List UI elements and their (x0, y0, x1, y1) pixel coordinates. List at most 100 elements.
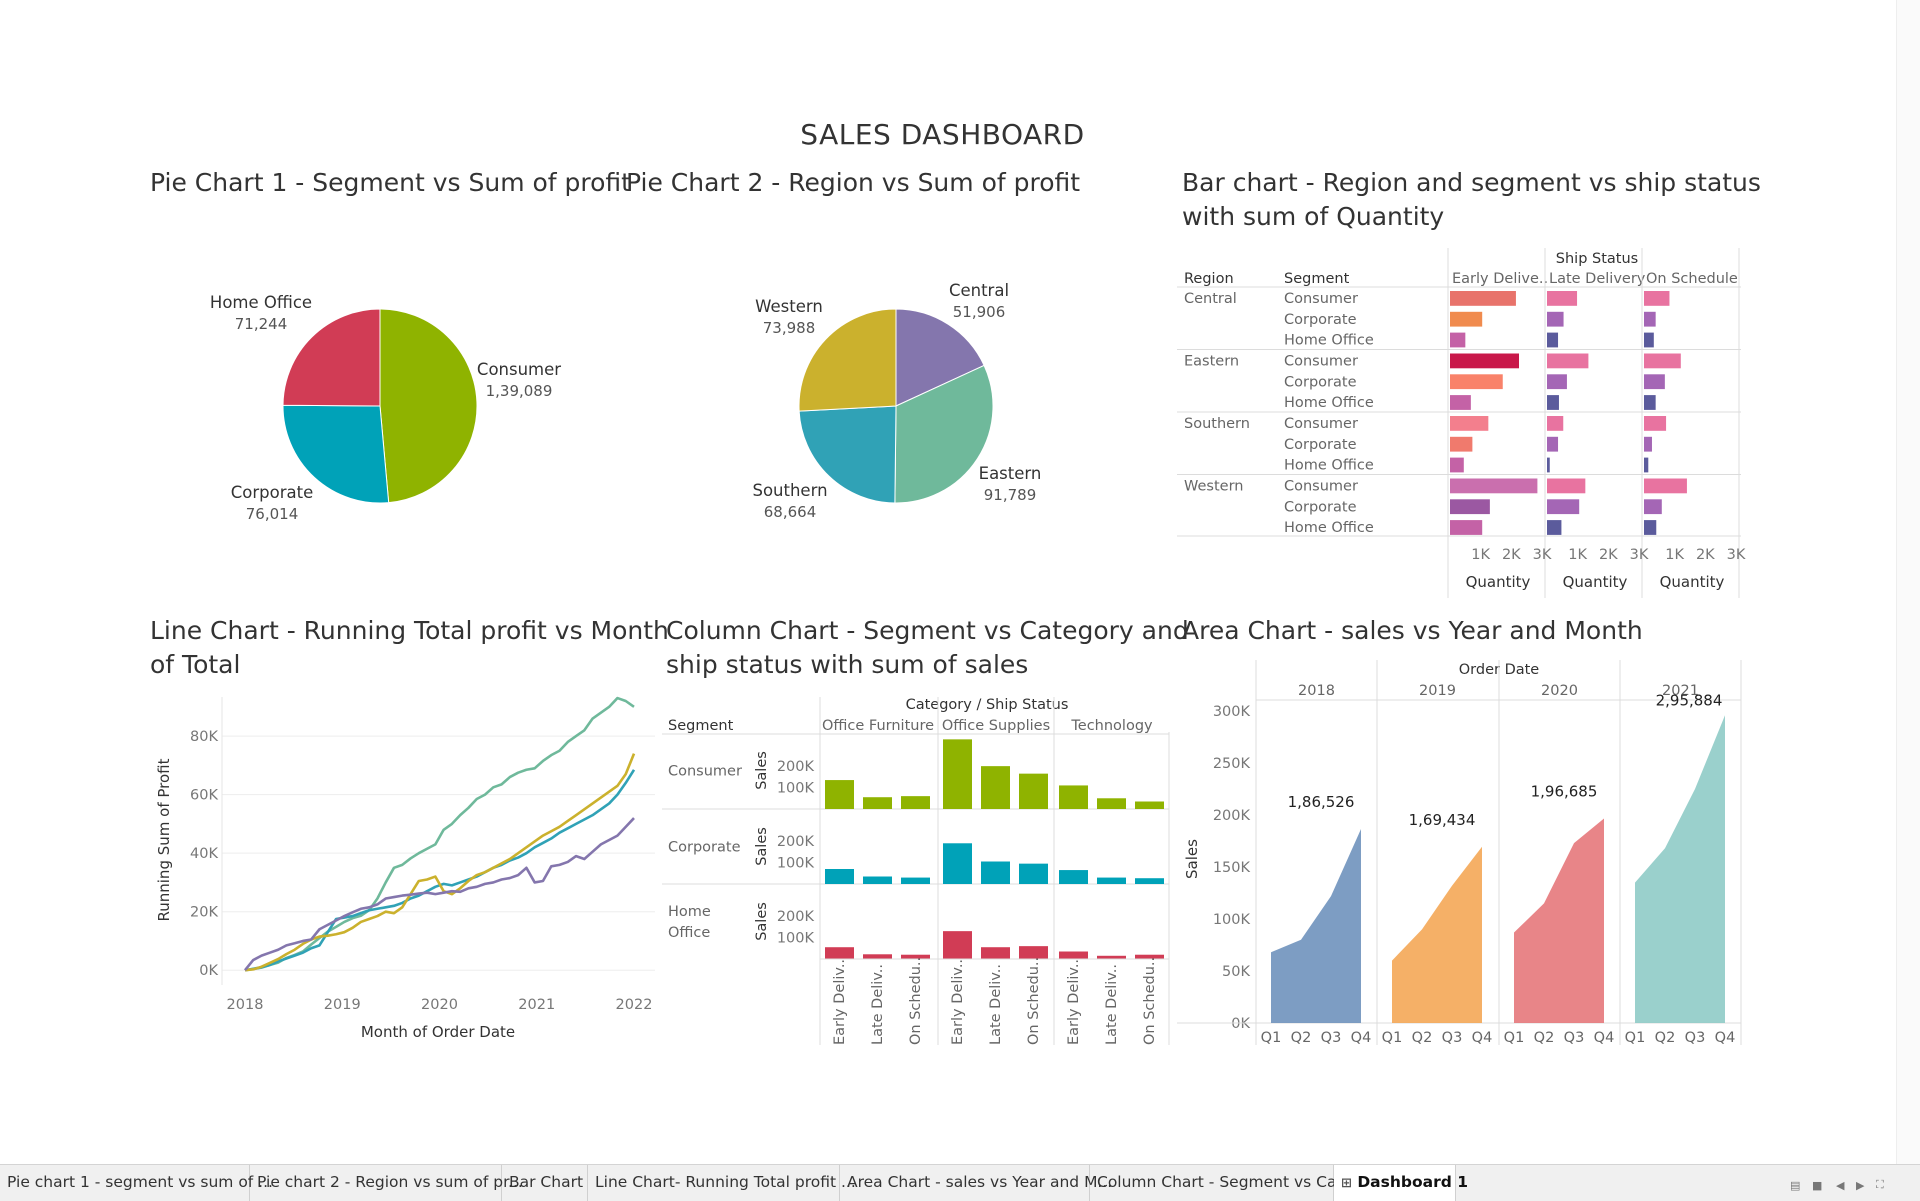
pie-slice-corporate (282, 404, 390, 504)
bar-mark (1547, 291, 1578, 306)
col-bar-mark (1059, 785, 1088, 809)
bar-mark (1644, 332, 1654, 348)
bar-row-header-segment: Segment (1284, 271, 1350, 287)
col-segment-label: Corporate (668, 840, 741, 856)
col-x-tick: Early Deliv.. (950, 959, 966, 1045)
bar-mark (1547, 374, 1567, 390)
next-sheet-icon[interactable]: ▶ (1856, 1179, 1865, 1192)
area-y-tick: 50K (1222, 964, 1250, 980)
bar-segment-label: Home Office (1284, 395, 1374, 411)
tab-column-chart[interactable]: Column Chart - Segment vs Cat... (1090, 1165, 1357, 1201)
area-x-tick: Q1 (1382, 1030, 1403, 1046)
tab-line-chart[interactable]: Line Chart- Running Total profit ... (588, 1165, 856, 1201)
column-chart-segment-category[interactable]: Category / Ship Status Segment Office Furn… (662, 697, 1170, 1045)
area-x-tick: Q4 (1594, 1030, 1615, 1046)
show-filmstrip-icon[interactable]: ▤ (1790, 1179, 1801, 1192)
area-x-tick: Q4 (1472, 1030, 1493, 1046)
line-series-3 (243, 817, 635, 972)
col-x-tick: On Schedu.. (1142, 957, 1158, 1045)
tab-area-chart[interactable]: Area Chart - sales vs Year and M... (840, 1165, 1112, 1201)
pie-value-western: 73,988 (763, 319, 816, 337)
pie-label-central: Central (949, 281, 1009, 300)
col-bar-mark (863, 797, 892, 809)
col-bar-mark (1097, 798, 1126, 809)
bar-mark (1644, 478, 1687, 494)
col-x-tick: Early Deliv.. (1066, 959, 1082, 1045)
bar-mark (1450, 520, 1483, 535)
tab-pie-chart-1[interactable]: Pie chart 1 - segment vs sum of ... (0, 1165, 273, 1201)
vertical-scrollbar[interactable] (1896, 0, 1920, 1164)
bar-segment-label: Consumer (1284, 354, 1358, 370)
bar-mark (1450, 374, 1503, 390)
pie-label-consumer: Consumer (477, 360, 561, 379)
pie-chart-segment[interactable]: Consumer 1,39,089 Corporate 76,014 Home Offi… (210, 293, 561, 523)
col-bar-mark (981, 861, 1010, 884)
bar-x-axis-title: Quantity (1563, 573, 1628, 591)
bar-column-label: Early Delive.. (1452, 271, 1548, 287)
bar-mark (1644, 395, 1656, 410)
bar-title-line2: with sum of Quantity (1182, 202, 1445, 231)
pie-chart-region[interactable]: Central 51,906 Eastern 91,789 Southern 68,664… (752, 281, 1041, 521)
col-category-label: Technology (1070, 718, 1153, 734)
area-year-label: 2020 (1541, 683, 1578, 699)
col-y-tick: 200K (777, 909, 815, 925)
area-series-2018 (1271, 829, 1361, 1023)
col-y-axis-title: Sales (754, 751, 770, 790)
tab-pie-chart-2[interactable]: Pie chart 2 - Region vs sum of pr... (250, 1165, 523, 1201)
dashboard-title: SALES DASHBOARD (800, 118, 1085, 151)
area-max-label: 1,86,526 (1288, 793, 1355, 811)
bar-x-tick: 1K (1665, 547, 1684, 563)
col-bar-mark (901, 877, 930, 884)
bar-x-axis-title: Quantity (1466, 573, 1531, 591)
col-y-axis-title: Sales (754, 902, 770, 941)
dashboard-grid-icon: ⊞ (1341, 1176, 1352, 1191)
col-segment-label: Home (668, 904, 711, 920)
bar-segment-label: Home Office (1284, 333, 1374, 349)
bar-mark (1644, 457, 1649, 473)
area-series-2021 (1635, 715, 1725, 1023)
area-y-tick: 300K (1213, 704, 1251, 720)
col-bar-mark (943, 931, 972, 959)
col-segment-label: Consumer (668, 764, 742, 780)
line-y-tick: 20K (190, 905, 218, 921)
tab-dashboard-1-label: Dashboard 1 (1357, 1173, 1469, 1191)
tab-dashboard-1[interactable]: ⊞ Dashboard 1 (1334, 1165, 1468, 1201)
tab-bar-chart[interactable]: Bar Chart (502, 1165, 588, 1201)
bar-mark (1644, 436, 1652, 452)
bar-mark (1547, 499, 1580, 515)
pie2-title: Pie Chart 2 - Region vs Sum of profit (626, 168, 1081, 197)
pie1-title: Pie Chart 1 - Segment vs Sum of profit (150, 168, 631, 197)
col-bar-mark (825, 869, 854, 884)
area-x-tick: Q1 (1504, 1030, 1525, 1046)
col-x-tick: Late Deliv.. (1104, 964, 1120, 1045)
pie-label-southern: Southern (752, 481, 827, 500)
bar-segment-label: Corporate (1284, 374, 1357, 390)
bar-row-header-region: Region (1184, 271, 1234, 287)
col-bar-mark (981, 766, 1010, 809)
col-bar-mark (1135, 954, 1164, 959)
bar-mark (1644, 353, 1681, 369)
pie-value-corporate: 76,014 (246, 505, 299, 523)
fullscreen-icon[interactable]: ⛶ (1876, 1178, 1884, 1191)
show-tabs-icon[interactable]: ■ (1812, 1179, 1823, 1192)
bar-segment-label: Consumer (1284, 416, 1358, 432)
col-bar-mark (1135, 801, 1164, 809)
line-x-tick: 2020 (421, 997, 458, 1013)
bar-segment-label: Home Office (1284, 520, 1374, 536)
line-y-axis-title: Running Sum of Profit (155, 758, 173, 921)
col-bar-mark (825, 780, 854, 809)
line-title: Line Chart - Running Total profit vs Mon… (150, 614, 669, 682)
bar-chart-ship-status[interactable]: Ship Status Region Segment Early Delive.. La… (1177, 248, 1746, 598)
line-chart-running-profit[interactable]: 0K 20K 40K 60K 80K 2018 2019 2020 2021 2022 Month … (155, 696, 655, 1041)
prev-sheet-icon[interactable]: ◀ (1836, 1179, 1845, 1192)
bar-mark (1547, 436, 1559, 452)
col-bar-mark (943, 739, 972, 809)
area-x-tick: Q3 (1442, 1030, 1463, 1046)
bar-region-label: Western (1184, 479, 1243, 495)
area-x-tick: Q2 (1412, 1030, 1433, 1046)
area-max-label: 2,95,884 (1656, 691, 1723, 709)
column-title: Column Chart - Segment vs Category and s… (666, 614, 1189, 682)
bar-mark (1450, 311, 1483, 327)
bar-column-header: Ship Status (1556, 251, 1638, 267)
